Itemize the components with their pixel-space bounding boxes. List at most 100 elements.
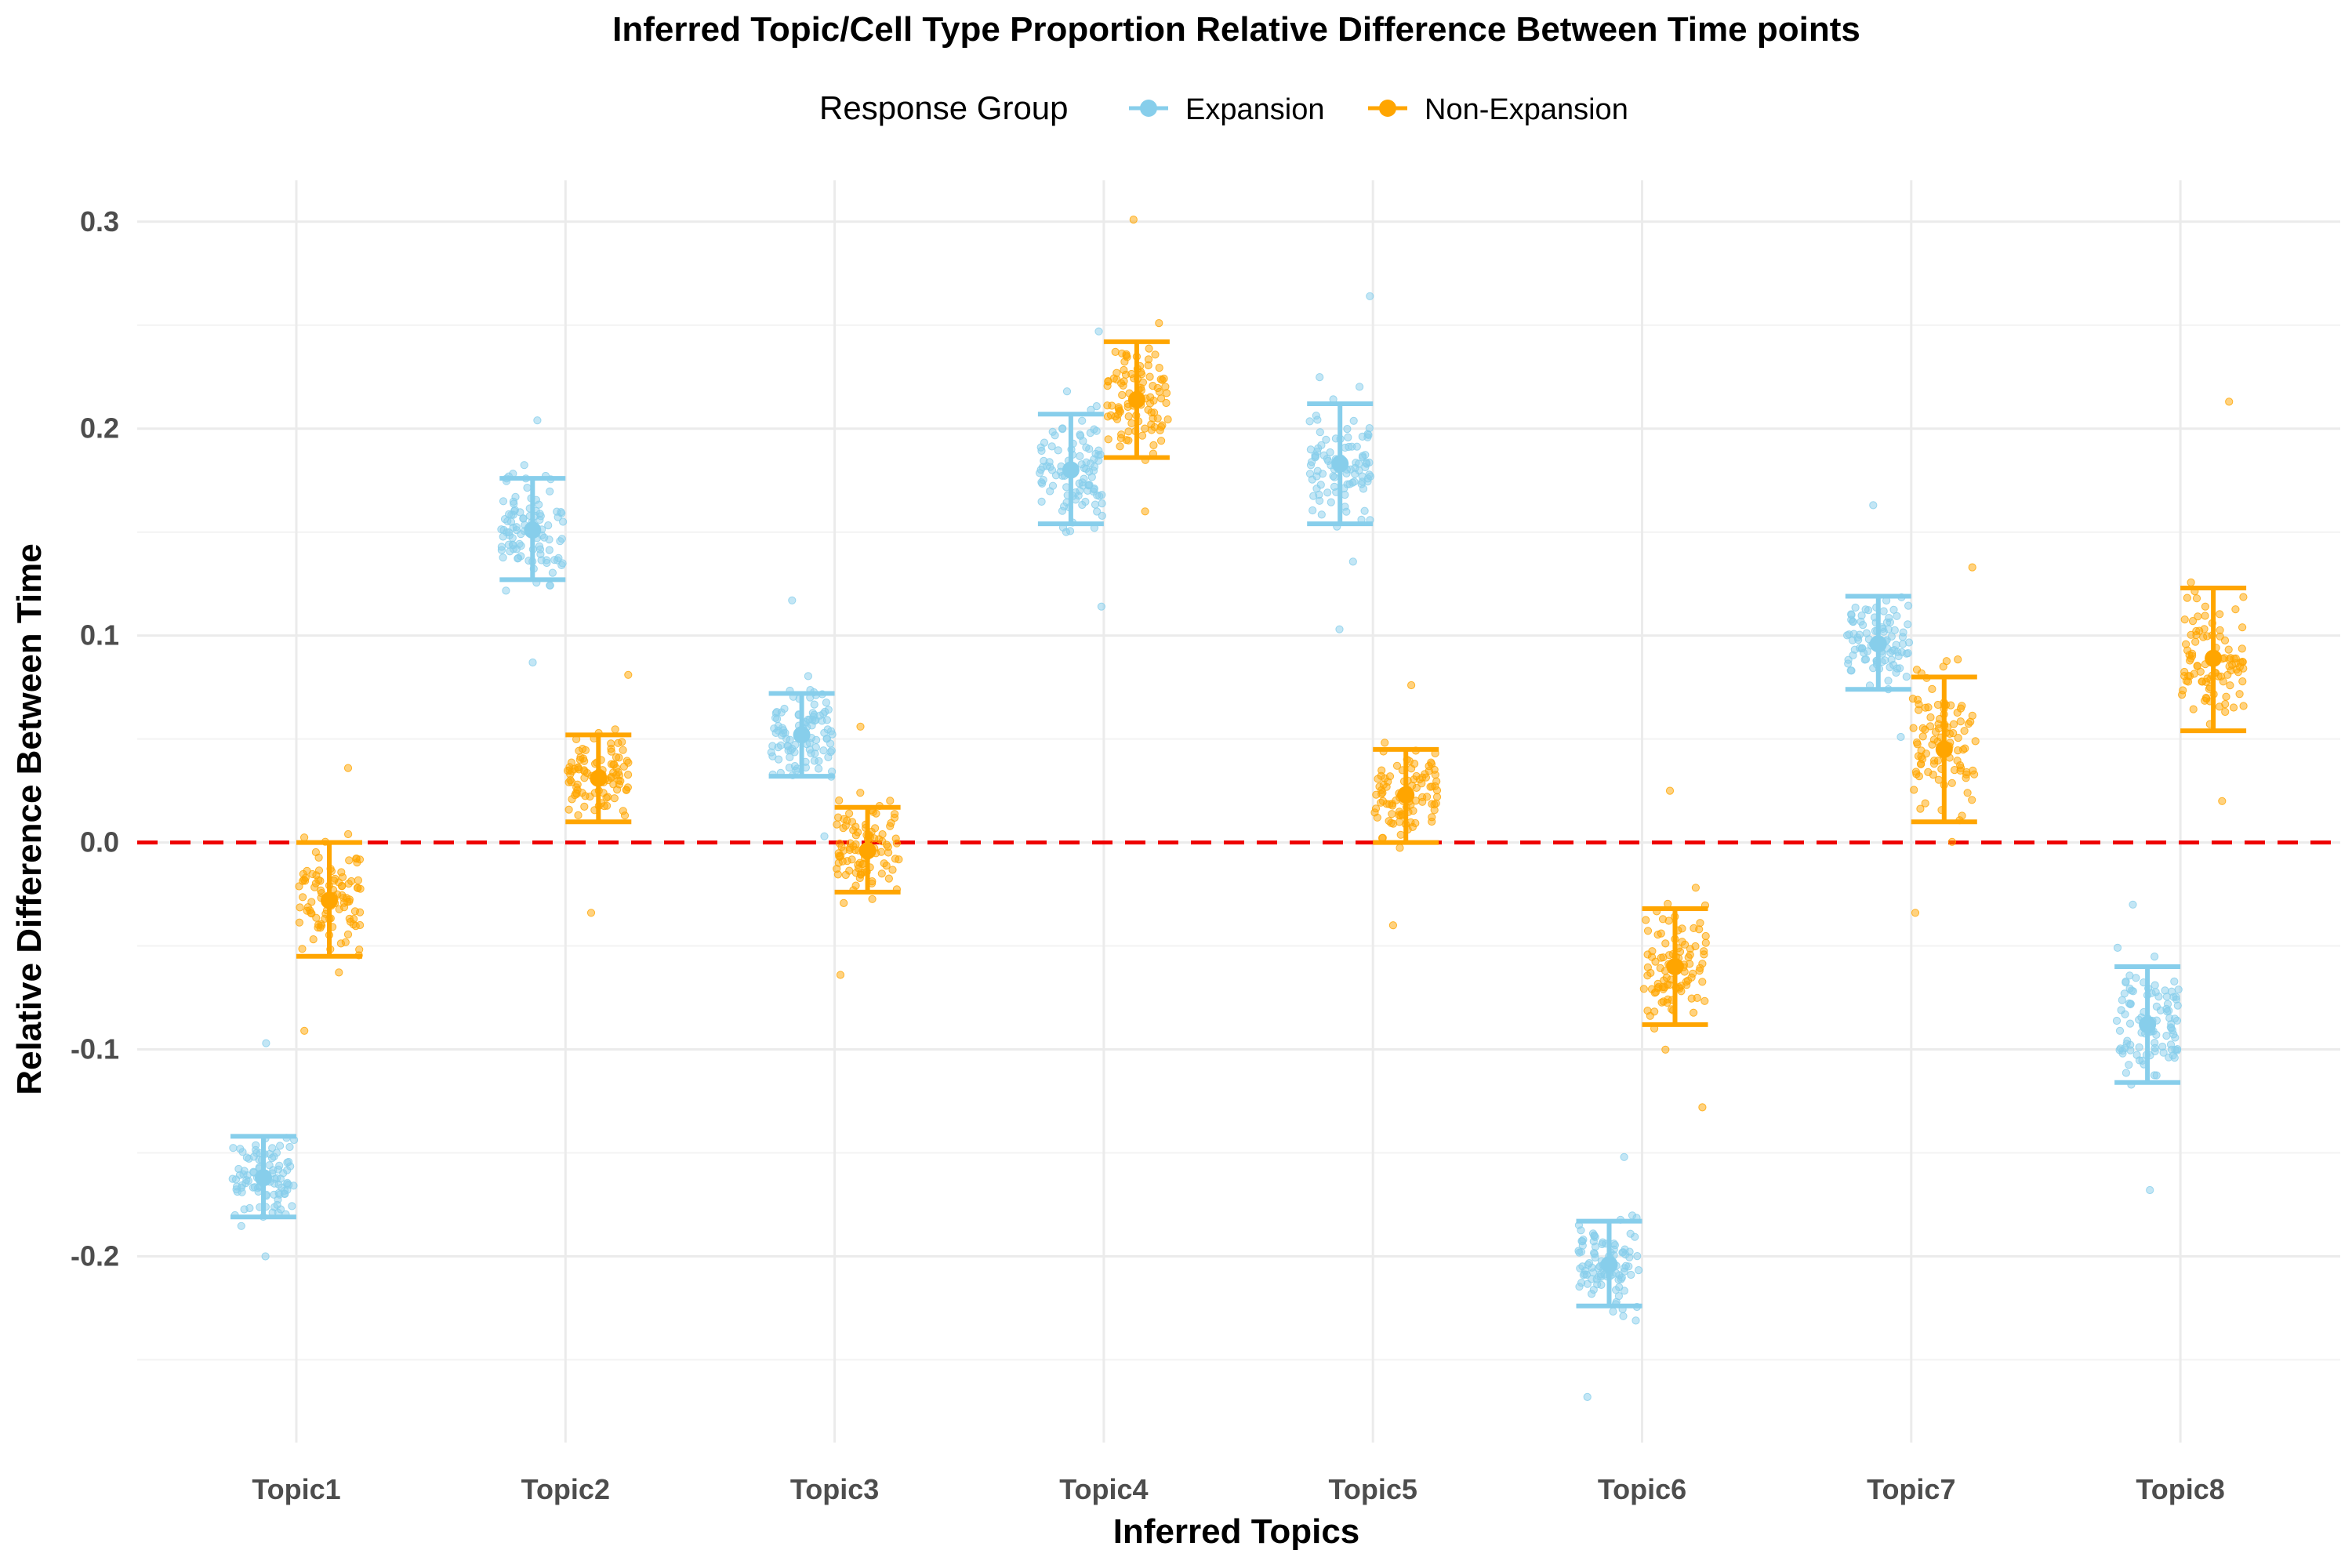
point-non-expansion-topic8 [2201, 612, 2209, 620]
point-non-expansion-topic4 [1111, 347, 1120, 356]
mean-point-expansion-topic2 [524, 521, 542, 539]
point-expansion-topic2 [504, 528, 514, 537]
point-non-expansion-topic2 [622, 786, 631, 794]
point-expansion-topic4 [1037, 446, 1046, 456]
point-non-expansion-topic3 [833, 820, 841, 829]
point-non-expansion-topic6 [1701, 938, 1710, 947]
point-expansion-topic2 [542, 556, 551, 564]
point-non-expansion-topic1 [344, 829, 353, 839]
point-expansion-topic8 [2174, 985, 2183, 994]
point-expansion-topic7 [1892, 668, 1900, 677]
point-non-expansion-topic7 [1971, 737, 1980, 746]
point-non-expansion-topic6 [1664, 916, 1673, 925]
point-non-expansion-topic3 [841, 870, 850, 880]
point-non-expansion-topic2 [581, 746, 590, 755]
point-expansion-topic7 [1849, 630, 1858, 638]
point-non-expansion-topic2 [573, 786, 582, 794]
point-non-expansion-topic1 [345, 856, 354, 865]
point-non-expansion-topic4 [1151, 350, 1160, 359]
point-non-expansion-topic4 [1155, 364, 1163, 372]
point-non-expansion-topic8 [2216, 610, 2224, 619]
point-non-expansion-topic1 [335, 968, 343, 977]
point-non-expansion-topic4 [1124, 412, 1133, 421]
point-non-expansion-topic5 [1412, 783, 1421, 793]
point-non-expansion-topic5 [1430, 806, 1439, 815]
point-non-expansion-topic6 [1647, 953, 1657, 961]
point-expansion-topic3 [783, 742, 792, 750]
point-non-expansion-topic4 [1155, 319, 1163, 328]
point-expansion-topic6 [1609, 1307, 1617, 1316]
point-non-expansion-topic4 [1123, 402, 1132, 412]
point-non-expansion-topic6 [1698, 1103, 1707, 1112]
point-non-expansion-topic8 [2222, 692, 2230, 701]
x-tick-label-topic4: Topic4 [1059, 1473, 1148, 1505]
point-expansion-topic5 [1322, 435, 1330, 444]
point-non-expansion-topic7 [1968, 711, 1976, 720]
point-expansion-topic7 [1857, 612, 1866, 620]
point-expansion-topic3 [823, 725, 832, 734]
point-expansion-topic7 [1887, 632, 1896, 641]
point-non-expansion-topic8 [2183, 646, 2192, 655]
point-non-expansion-topic7 [1954, 746, 1962, 755]
point-expansion-topic5 [1308, 506, 1317, 515]
legend: Response Group Expansion Non-Expansion [819, 89, 1628, 126]
point-non-expansion-topic2 [567, 778, 576, 786]
point-expansion-topic3 [810, 700, 818, 709]
point-expansion-topic4 [1098, 511, 1106, 521]
point-expansion-topic5 [1335, 625, 1344, 633]
point-expansion-topic5 [1323, 488, 1332, 497]
point-non-expansion-topic4 [1112, 376, 1121, 384]
point-non-expansion-topic6 [1701, 931, 1710, 941]
point-expansion-topic1 [231, 1175, 241, 1184]
point-non-expansion-topic8 [2218, 797, 2227, 805]
point-expansion-topic2 [509, 497, 518, 506]
point-non-expansion-topic1 [343, 764, 353, 772]
point-expansion-topic5 [1345, 480, 1354, 488]
point-expansion-topic2 [533, 416, 542, 425]
point-non-expansion-topic7 [1962, 770, 1971, 779]
point-non-expansion-topic8 [2203, 674, 2212, 683]
point-non-expansion-topic5 [1381, 739, 1389, 747]
point-expansion-topic8 [2122, 1040, 2131, 1048]
point-non-expansion-topic8 [2184, 672, 2193, 681]
y-axis-ticks: -0.2 -0.1 0.0 0.1 0.2 0.3 [71, 205, 119, 1272]
point-expansion-topic7 [1896, 732, 1905, 742]
point-expansion-topic7 [1882, 618, 1892, 627]
point-expansion-topic7 [1892, 641, 1900, 649]
point-non-expansion-topic8 [2235, 690, 2244, 699]
mean-point-expansion-topic3 [793, 726, 811, 744]
point-expansion-topic4 [1039, 476, 1047, 485]
point-non-expansion-topic6 [1687, 973, 1696, 982]
point-non-expansion-topic6 [1691, 942, 1700, 951]
point-expansion-topic1 [252, 1149, 261, 1157]
point-non-expansion-topic1 [314, 866, 324, 875]
point-non-expansion-topic6 [1675, 947, 1685, 956]
point-non-expansion-topic8 [2201, 602, 2209, 611]
point-expansion-topic3 [822, 716, 832, 724]
point-non-expansion-topic7 [1916, 804, 1925, 813]
point-expansion-topic6 [1626, 1229, 1635, 1238]
point-expansion-topic4 [1048, 481, 1058, 490]
point-non-expansion-topic8 [2216, 672, 2226, 681]
point-expansion-topic2 [509, 545, 518, 554]
point-non-expansion-topic7 [1933, 757, 1943, 765]
point-non-expansion-topic6 [1639, 985, 1648, 993]
point-non-expansion-topic6 [1696, 919, 1704, 927]
point-expansion-topic8 [2146, 1185, 2154, 1195]
point-expansion-topic4 [1076, 452, 1084, 461]
point-expansion-topic7 [1899, 640, 1907, 648]
point-non-expansion-topic7 [1954, 655, 1962, 664]
point-expansion-topic4 [1040, 438, 1049, 447]
point-non-expansion-topic1 [343, 930, 353, 939]
grid [137, 180, 2340, 1443]
point-expansion-topic6 [1632, 1316, 1640, 1325]
point-non-expansion-topic1 [353, 858, 361, 867]
legend-item-expansion: Expansion [1129, 93, 1324, 126]
point-expansion-topic8 [2125, 984, 2134, 993]
point-expansion-topic4 [1098, 499, 1106, 508]
point-expansion-topic7 [1889, 661, 1898, 670]
point-non-expansion-topic7 [1956, 717, 1965, 726]
point-expansion-topic3 [820, 832, 829, 840]
point-non-expansion-topic5 [1427, 758, 1436, 767]
